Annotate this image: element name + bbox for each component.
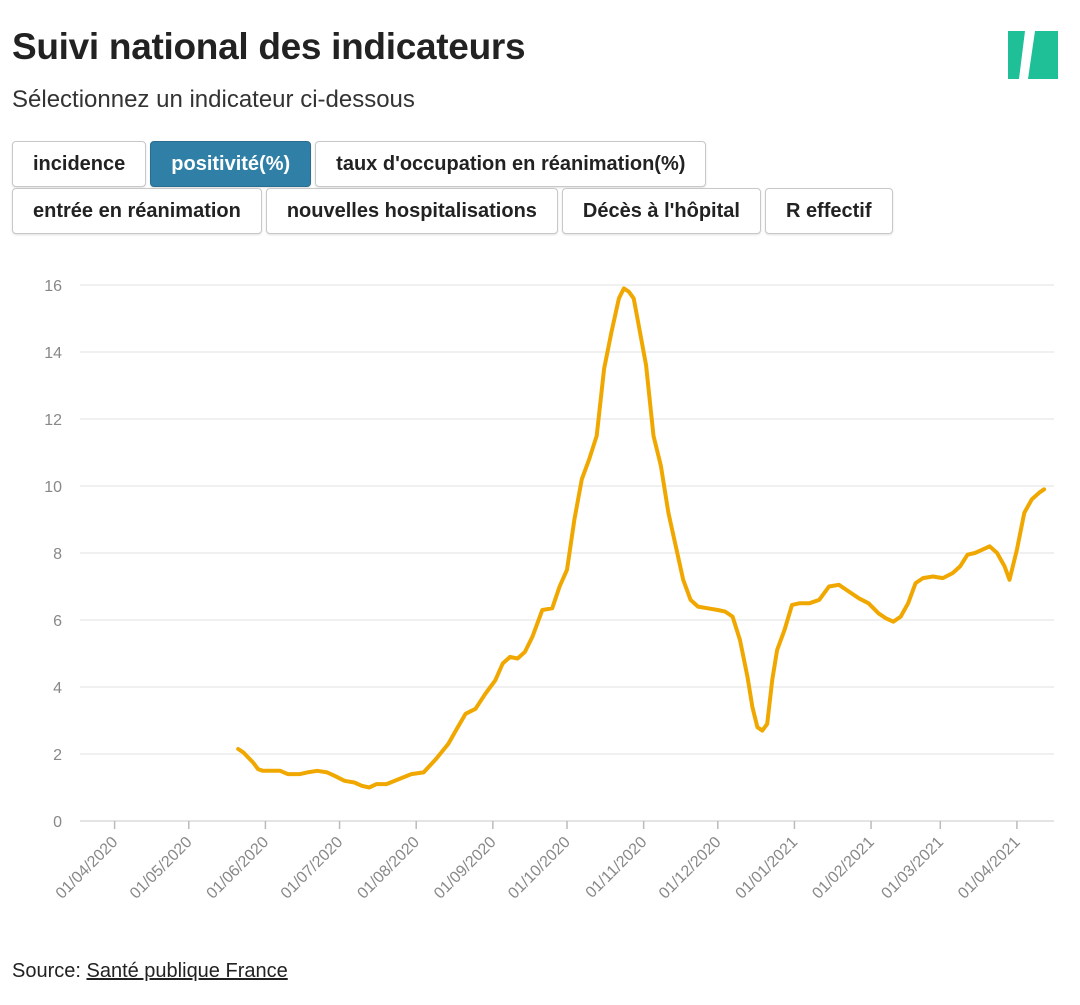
line-chart: 0 2 4 6 8 10 12 14 16 01/04/2020 01/05/2020 01/06/2… [44, 278, 1054, 903]
y-tick-label: 4 [53, 680, 62, 697]
x-tick-label: 01/07/2020 [278, 834, 347, 903]
source-prefix: Source: [12, 960, 87, 982]
source-link[interactable]: Santé publique France [86, 960, 288, 982]
tab-incidence[interactable]: incidence [12, 141, 147, 187]
y-tick-label: 12 [44, 412, 62, 429]
y-tick-label: 6 [53, 613, 62, 630]
x-tick-label: 01/08/2020 [354, 834, 423, 903]
tab-taux-occupation-reanimation[interactable]: taux d'occupation en réanimation(%) [315, 141, 707, 187]
x-tick-label: 01/09/2020 [431, 834, 500, 903]
x-tick-label: 01/12/2020 [656, 834, 725, 903]
x-tick-label: 01/03/2021 [878, 834, 947, 903]
y-tick-label: 14 [44, 345, 62, 362]
y-tick-label: 10 [44, 479, 62, 496]
y-tick-label: 0 [53, 814, 62, 831]
tab-deces-hopital[interactable]: Décès à l'hôpital [561, 188, 761, 234]
tab-positivite[interactable]: positivité(%) [150, 141, 312, 187]
y-tick-label: 2 [53, 747, 62, 764]
indicator-tabs-row-1: incidence positivité(%) taux d'occupatio… [12, 141, 707, 187]
x-tick-label: 01/11/2020 [583, 834, 651, 902]
x-tick-label: 01/10/2020 [505, 834, 574, 903]
tab-entree-reanimation[interactable]: entrée en réanimation [12, 188, 262, 234]
x-tick-label: 01/02/2021 [809, 834, 878, 903]
indicator-tabs-row-2: entrée en réanimation nouvelles hospital… [12, 188, 893, 234]
x-tick-label: 01/04/2021 [955, 834, 1024, 903]
x-tick-label: 01/01/2021 [733, 834, 802, 903]
x-tick-label: 01/05/2020 [127, 834, 196, 903]
page-title: Suivi national des indicateurs [12, 26, 526, 67]
page-subtitle: Sélectionnez un indicateur ci-dessous [12, 86, 415, 113]
series-line [236, 286, 1047, 790]
brand-logo-icon [1008, 31, 1058, 79]
y-tick-label: 16 [44, 278, 62, 295]
source-note: Source: Santé publique France [12, 960, 288, 983]
tab-r-effectif[interactable]: R effectif [764, 188, 893, 234]
y-tick-label: 8 [53, 546, 62, 563]
x-tick-label: 01/06/2020 [204, 834, 273, 903]
x-tick-label: 01/04/2020 [53, 834, 122, 903]
tab-nouvelles-hospitalisations[interactable]: nouvelles hospitalisations [265, 188, 558, 234]
